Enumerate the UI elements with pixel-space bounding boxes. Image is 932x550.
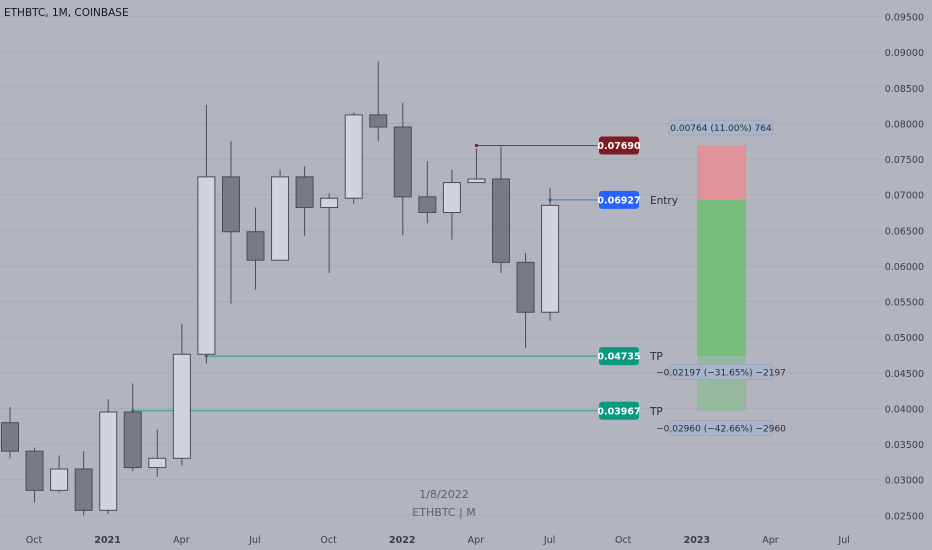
watermark-symbol: ETHBTC | M [412,506,475,519]
price-tick-label: 0.06500 [885,226,924,237]
reward-zone-tp1 [697,199,746,357]
price-tick-label: 0.07500 [885,155,924,166]
candle-body [320,197,339,209]
price-tick-label: 0.08000 [885,119,924,130]
level-badge [599,401,639,420]
time-tick-label: Apr [468,535,485,546]
price-tick-label: 0.02500 [885,511,924,522]
time-tick-label: Oct [320,535,337,546]
time-tick-label: 2023 [684,535,710,546]
time-tick-label: Jul [248,535,260,546]
time-tick-label: Jul [543,535,555,546]
time-tick-label: 2021 [94,535,120,546]
level-badge-value: 0.07690 [597,141,641,152]
level-badge [599,347,639,366]
candle-body [25,450,44,491]
price-tick-label: 0.03500 [885,440,924,451]
time-tick-label: 2022 [389,535,415,546]
symbol-label: ETHBTC, 1M, COINBASE [4,7,129,19]
level-badge [599,136,639,155]
candle-body [541,204,560,313]
price-tick-label: 0.08500 [885,84,924,95]
candle-body [295,176,314,209]
price-tick-label: 0.06000 [885,262,924,273]
tp1-label: −0.02197 (−31.65%) −2197 [656,369,786,379]
risk-label: 0.00764 (11.00%) 764 [670,124,772,134]
short-position-tool[interactable]: 0.00764 (11.00%) 764 −0.02197 (−31.65%) −… [656,119,786,436]
candle-body [271,176,290,261]
level-badge-value: 0.06927 [597,195,640,206]
level-badge [599,190,639,209]
time-tick-label: Jul [837,535,849,546]
reward-zone-tp2 [697,356,746,411]
time-tick-label: Apr [762,535,779,546]
tp2-label: −0.02960 (−42.66%) −2960 [656,424,786,434]
candle-body [442,182,461,213]
time-tick-label: Oct [26,535,43,546]
price-tick-label: 0.07000 [885,191,924,202]
price-axis[interactable]: 0.09500 0.09000 0.08500 0.08000 0.07500 0.070… [885,13,924,523]
level-badge-value: 0.04735 [597,352,640,363]
price-tick-label: 0.09500 [885,13,924,24]
candle-body [344,114,363,199]
candle-body [492,178,510,263]
candle-body [74,468,93,511]
risk-label-box [668,119,774,136]
candle-body [197,176,216,355]
price-levels [131,143,600,413]
candle-body [221,176,240,233]
level-caption: TP [649,406,663,418]
price-tick-label: 0.09000 [885,48,924,59]
price-tick-label: 0.05500 [885,298,924,309]
level-anchor [474,143,479,148]
risk-zone [697,145,746,200]
time-tick-label: Oct [615,535,632,546]
candle-body [393,126,412,198]
candle-body [50,468,69,491]
candle-body [418,196,437,213]
candles [1,61,560,516]
price-tick-label: 0.04500 [885,369,924,380]
tp1-label-box [668,364,774,380]
candle-body [369,114,388,128]
time-tick-label: Apr [173,535,190,546]
level-caption: TP [649,351,663,363]
level-caption: Entry [650,195,678,207]
candle-body [148,457,167,469]
candle-body [516,261,535,313]
price-tick-label: 0.03000 [885,476,924,487]
candle-body [123,411,142,469]
watermark-date: 1/8/2022 [419,488,468,501]
candle-body [172,353,191,459]
candle-body [246,231,265,261]
price-badges: 0.07690 0.06927 Entry 0.04735 TP 0.03967 TP [597,136,678,420]
price-tick-label: 0.04000 [885,404,924,415]
level-badge-value: 0.03967 [597,406,640,417]
price-tick-label: 0.05000 [885,333,924,344]
candle-body [1,422,19,452]
tp2-label-box [668,420,774,436]
candle-body [467,178,486,184]
candle-body [99,411,118,511]
time-axis[interactable]: Oct 2021 Apr Jul Oct 2022 Apr Jul Oct 2023 Apr Jul [26,535,850,546]
